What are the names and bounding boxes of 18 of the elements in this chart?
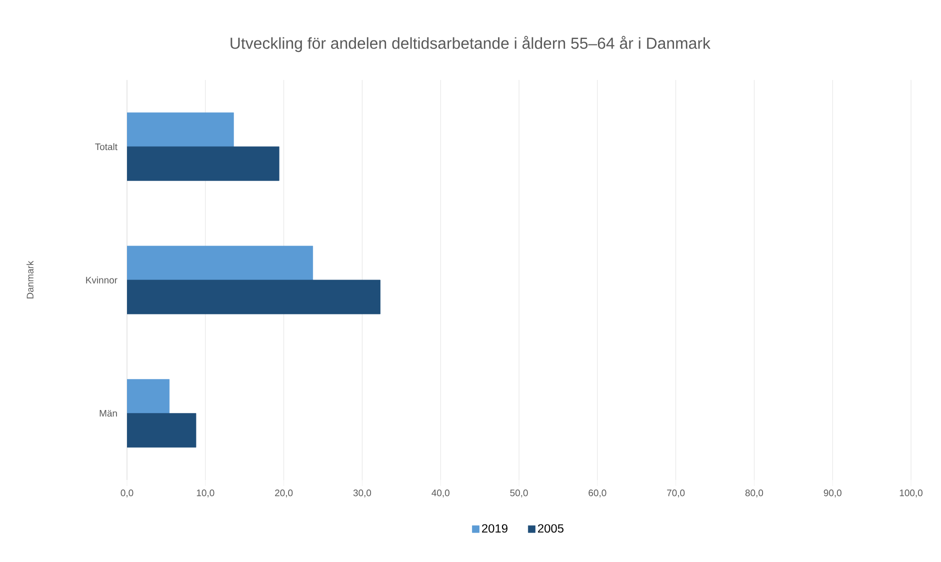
y-tick-label: Kvinnor [86,276,118,284]
x-tick-label: 50,0 [510,490,528,498]
text: Danmark [26,260,34,298]
x-tick-label: 20,0 [275,490,293,498]
x-tick-label: 10,0 [196,490,214,498]
legend-label: 2005 [538,524,564,533]
x-tick-label: 0,0 [120,490,134,498]
y-tick-label: Män [100,410,117,417]
x-tick-label: 90,0 [824,490,842,498]
x-tick-label: 70,0 [667,490,685,498]
x-tick-label: 80,0 [745,490,764,498]
x-tick-label: 60,0 [588,490,606,498]
y-tick-label: Totalt [95,143,118,150]
x-tick-label: 30,0 [353,490,372,498]
legend-label: 2019 [482,524,508,533]
chart-title: Utveckling för andelen deltidsarbetande i åldern 55–64 år i Danmark [230,36,710,52]
x-tick-label: 40,0 [432,490,450,498]
x-tick-label: 100,0 [900,490,922,498]
